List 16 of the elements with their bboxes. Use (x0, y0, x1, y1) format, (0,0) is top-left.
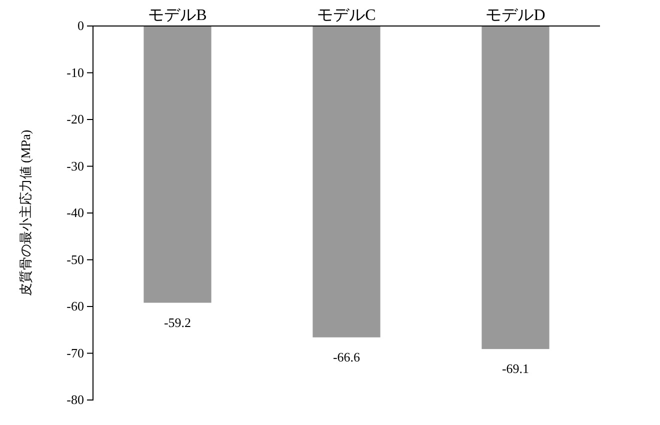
y-tick-label: -70 (66, 345, 84, 360)
y-axis-title: 皮質骨の最小主応力値 (MPa) (18, 130, 33, 296)
data-label: -69.1 (502, 361, 530, 376)
data-label: -59.2 (164, 314, 192, 330)
y-tick-label: 0 (78, 18, 84, 34)
x-tick-label: モデルD (486, 6, 546, 24)
data-label: -66.6 (332, 349, 361, 364)
y-tick-label: -30 (66, 158, 84, 174)
y-tick-label: -60 (66, 298, 84, 314)
y-tick-label: -50 (66, 252, 84, 267)
y-tick-label: -80 (66, 392, 84, 408)
y-tick-label: -40 (66, 205, 84, 220)
x-tick-label: モデルC (317, 6, 376, 24)
y-tick-label: -20 (66, 112, 84, 127)
x-tick-label: モデルB (148, 6, 207, 24)
y-tick-label: -10 (66, 64, 84, 80)
